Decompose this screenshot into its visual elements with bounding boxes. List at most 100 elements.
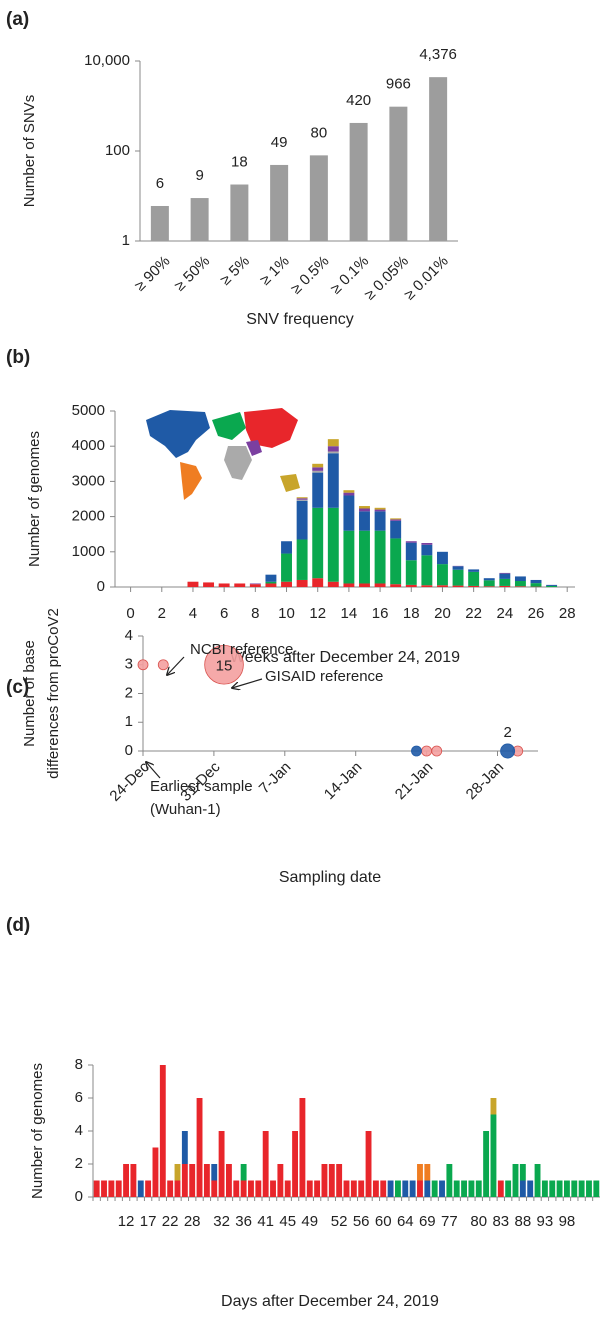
bar-segment xyxy=(248,1180,254,1197)
bar-segment xyxy=(277,1164,284,1197)
bar-segment xyxy=(439,1180,445,1197)
x-tick-label: 17 xyxy=(140,1213,157,1230)
bar-segment xyxy=(359,506,370,509)
bar-segment xyxy=(546,584,558,586)
bar xyxy=(270,164,289,241)
bar-segment xyxy=(372,1180,379,1197)
bar-segment xyxy=(327,439,339,447)
bar-segment xyxy=(549,1180,556,1197)
x-tick-label: 4 xyxy=(189,605,197,622)
data-label: 80 xyxy=(311,124,328,141)
x-tick-label: 6 xyxy=(220,605,228,622)
bar-segment xyxy=(468,569,480,572)
bar-segment xyxy=(203,582,215,587)
bar-segment xyxy=(359,530,370,584)
bar-segment xyxy=(578,1180,585,1197)
bar-segment xyxy=(512,1164,519,1197)
x-tick-label: ≥ 90% xyxy=(131,253,173,295)
bubble-label: 2 xyxy=(503,724,511,741)
x-tick-label: 22 xyxy=(465,605,482,622)
y-tick-label: 1 xyxy=(125,713,133,730)
bar-segment xyxy=(262,1131,269,1197)
bar-segment xyxy=(327,581,339,587)
y-axis-label: Number of genomes xyxy=(29,1063,46,1199)
bar-segment xyxy=(350,1180,357,1197)
bar-segment xyxy=(101,1180,107,1197)
bar-segment xyxy=(490,1098,497,1115)
bar-segment xyxy=(514,576,526,582)
bar-segment xyxy=(181,1131,188,1164)
x-tick-label: 2 xyxy=(158,605,166,622)
x-axis-label: Days after December 24, 2019 xyxy=(221,1293,439,1310)
y-tick-label: 5000 xyxy=(72,402,105,419)
bar-segment xyxy=(499,578,511,586)
bar-segment xyxy=(394,1180,401,1197)
y-tick-label: 2 xyxy=(75,1155,83,1172)
bar-segment xyxy=(265,581,277,584)
bar-segment xyxy=(390,519,402,521)
data-label: 49 xyxy=(271,134,288,151)
x-tick-label: 24 xyxy=(496,605,513,622)
bar-segment xyxy=(174,1180,181,1197)
y-tick-label: 3 xyxy=(125,656,133,673)
x-tick-label: 36 xyxy=(235,1213,252,1230)
bar-segment xyxy=(292,1131,299,1197)
bar-segment xyxy=(499,585,511,587)
bar-segment xyxy=(453,1180,460,1197)
bar-segment xyxy=(483,578,495,581)
y-tick-label: 0 xyxy=(125,742,133,759)
bar-segment xyxy=(461,1180,468,1197)
bubble xyxy=(411,745,422,757)
data-label: 9 xyxy=(195,167,203,184)
bar xyxy=(190,198,209,241)
bar-segment xyxy=(296,500,308,540)
bar xyxy=(309,155,328,241)
bar-segment xyxy=(390,518,402,520)
x-tick-label: ≥ 5% xyxy=(217,253,253,289)
bar-segment xyxy=(593,1180,600,1197)
bar-segment xyxy=(336,1164,343,1197)
panel-label: (a) xyxy=(6,9,29,30)
bar-segment xyxy=(468,585,480,587)
bar-segment xyxy=(343,583,355,587)
x-tick-label: 14 xyxy=(341,605,358,622)
bar-segment xyxy=(312,578,324,587)
x-tick-label: 98 xyxy=(559,1213,576,1230)
x-tick-label: ≥ 1% xyxy=(257,253,293,289)
bar-segment xyxy=(365,1131,372,1197)
bar-segment xyxy=(452,569,464,586)
bar-segment xyxy=(390,584,402,587)
bar-segment xyxy=(431,1180,438,1197)
bar-segment xyxy=(563,1180,570,1197)
bar-segment xyxy=(123,1164,130,1197)
y-tick-label: 100 xyxy=(105,142,130,159)
bar-segment xyxy=(374,530,386,584)
bar-segment xyxy=(409,1180,416,1197)
bubble xyxy=(500,743,516,759)
bar-segment xyxy=(343,495,355,531)
bar-segment xyxy=(437,564,448,586)
bubble xyxy=(157,659,169,671)
y-axis-label: Number of genomes xyxy=(26,431,43,567)
bar-segment xyxy=(327,507,339,582)
x-tick-label: 14-Jan xyxy=(321,759,365,803)
bubble xyxy=(137,659,149,671)
bar-segment xyxy=(312,507,324,579)
y-tick-label: 10,000 xyxy=(84,52,130,69)
bar-segment xyxy=(240,1164,247,1181)
x-tick-label: 45 xyxy=(279,1213,296,1230)
bar-segment xyxy=(421,555,433,586)
bar-segment xyxy=(167,1180,174,1197)
x-axis-label: Weeks after December 24, 2019 xyxy=(230,649,460,666)
y-tick-label: 4000 xyxy=(72,437,105,454)
bar-segment xyxy=(145,1180,152,1197)
bar-segment xyxy=(249,584,261,587)
bar-segment xyxy=(374,509,386,512)
x-tick-label: ≥ 50% xyxy=(171,253,213,295)
bar-segment xyxy=(571,1180,578,1197)
bar-segment xyxy=(181,1164,188,1197)
bar-segment xyxy=(281,553,292,582)
x-tick-label: ≥ 0.5% xyxy=(288,253,333,298)
x-tick-label: 56 xyxy=(353,1213,370,1230)
bar-segment xyxy=(299,1098,306,1197)
